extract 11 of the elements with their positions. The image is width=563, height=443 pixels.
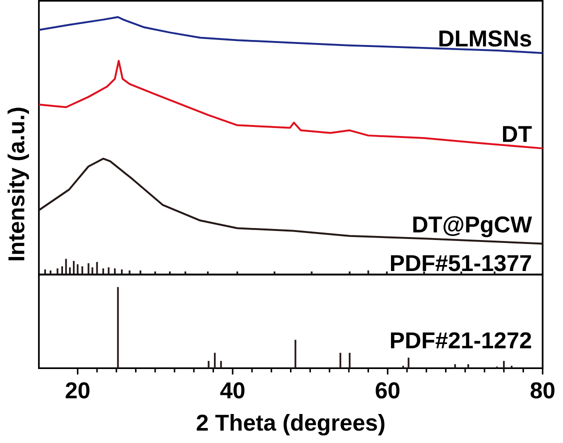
series-label: DLMSNs — [439, 30, 532, 47]
y-axis-title: Intensity (a.u.) — [8, 108, 29, 260]
series-label: PDF#21-1272 — [390, 332, 532, 348]
x-tick-label: 20 — [66, 382, 90, 398]
series-label: DT@PgCW — [413, 216, 532, 238]
series-label: PDF#51-1377 — [390, 254, 531, 272]
x-tick-label: 80 — [530, 382, 554, 398]
x-tick-label: 60 — [376, 382, 400, 398]
x-tick-label: 40 — [220, 382, 244, 398]
x-axis-title: 2 Theta (degrees) — [196, 414, 384, 436]
series-label: DT — [503, 126, 532, 142]
